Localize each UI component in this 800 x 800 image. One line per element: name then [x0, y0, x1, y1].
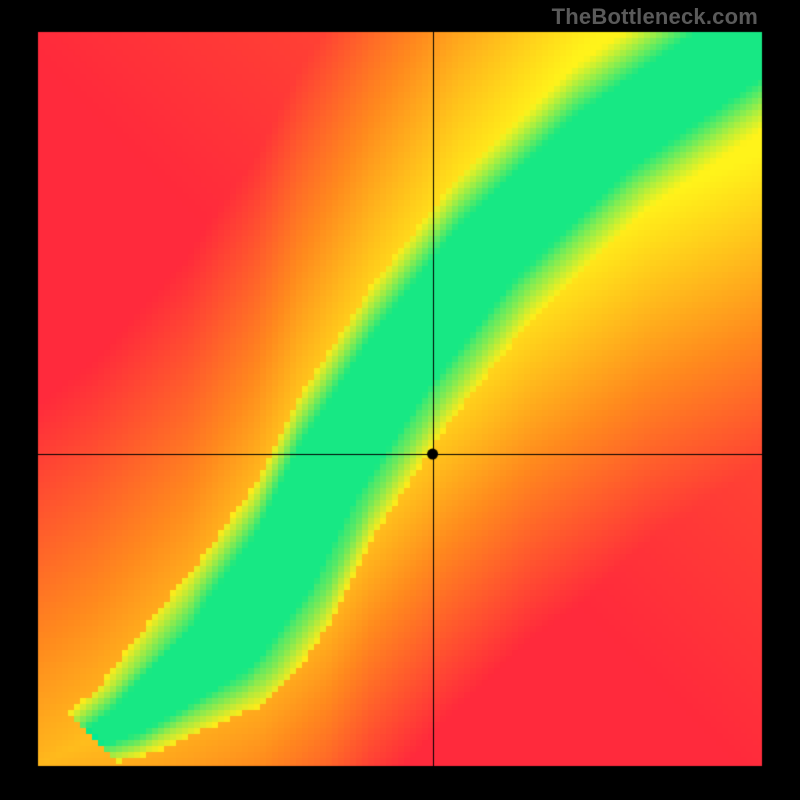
bottleneck-heatmap: [0, 0, 800, 800]
chart-container: TheBottleneck.com: [0, 0, 800, 800]
watermark-text: TheBottleneck.com: [552, 4, 758, 30]
